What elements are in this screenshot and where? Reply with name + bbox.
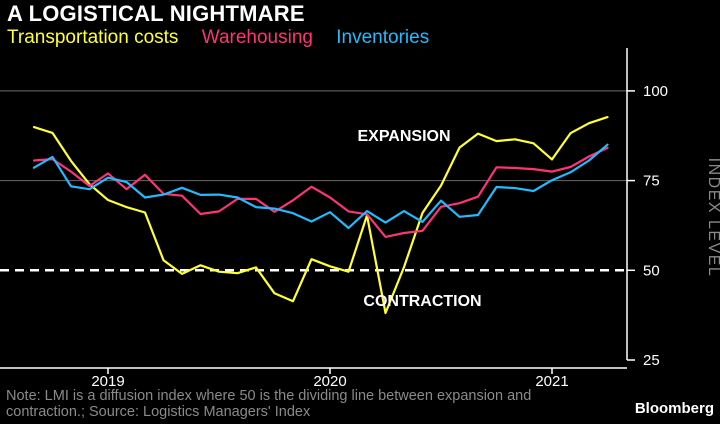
legend-item-transportation: Transportation costs xyxy=(7,27,179,48)
annotation-0: EXPANSION xyxy=(357,128,450,145)
ytick-label-75: 75 xyxy=(643,173,660,190)
series-lines xyxy=(32,115,609,315)
chart-note: Note: LMI is a diffusion index where 50 … xyxy=(6,388,532,420)
annotation-1: CONTRACTION xyxy=(363,293,481,310)
ytick-label-25: 25 xyxy=(643,352,660,369)
bloomberg-logo: Bloomberg xyxy=(634,400,714,417)
grid-lines xyxy=(0,90,627,182)
xtick-label-2019: 2019 xyxy=(91,373,124,390)
ytick-label-100: 100 xyxy=(643,83,668,100)
legend: Transportation costs Warehousing Invento… xyxy=(7,27,447,49)
series-line-0 xyxy=(32,115,609,315)
xtick-label-2021: 2021 xyxy=(535,373,568,390)
y-axis-label: INDEX LEVEL xyxy=(705,158,720,278)
annotations: EXPANSION CONTRACTION xyxy=(357,128,481,310)
axes: 100 75 50 25 2019 2020 2021 INDEX LEVEL xyxy=(0,48,720,390)
chart-title: A LOGISTICAL NIGHTMARE xyxy=(7,1,305,26)
series-line-2 xyxy=(32,143,609,230)
legend-item-inventories: Inventories xyxy=(336,27,430,48)
legend-item-warehousing: Warehousing xyxy=(201,27,313,48)
series-line-1 xyxy=(32,146,609,238)
xtick-label-2020: 2020 xyxy=(313,373,346,390)
ytick-label-50: 50 xyxy=(643,262,660,279)
